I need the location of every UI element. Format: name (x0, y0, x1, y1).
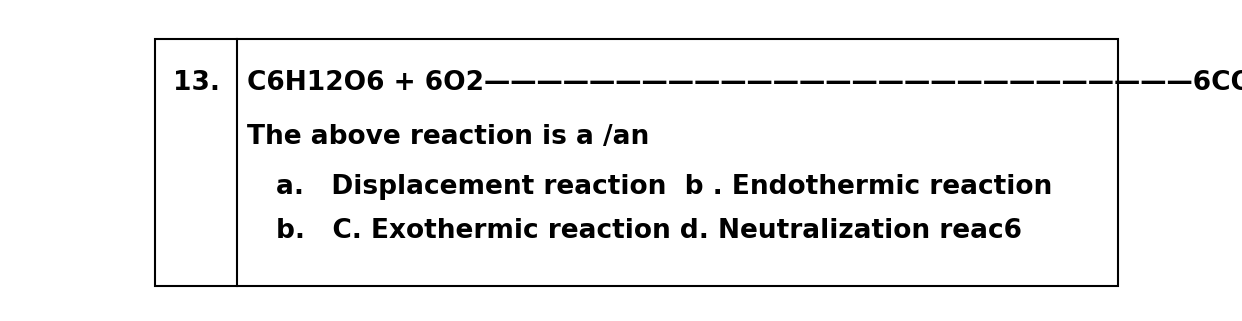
Text: a.   Displacement reaction  b . Endothermic reaction: a. Displacement reaction b . Endothermic… (276, 174, 1052, 200)
Text: C6H12O6 + 6O2———————————————————————————6CO2  +  6 H2O: C6H12O6 + 6O2———————————————————————————… (247, 70, 1242, 96)
Text: 13.: 13. (173, 70, 220, 96)
Text: b.   C. Exothermic reaction d. Neutralization reac6: b. C. Exothermic reaction d. Neutralizat… (276, 218, 1022, 244)
Text: The above reaction is a /an: The above reaction is a /an (247, 125, 648, 150)
